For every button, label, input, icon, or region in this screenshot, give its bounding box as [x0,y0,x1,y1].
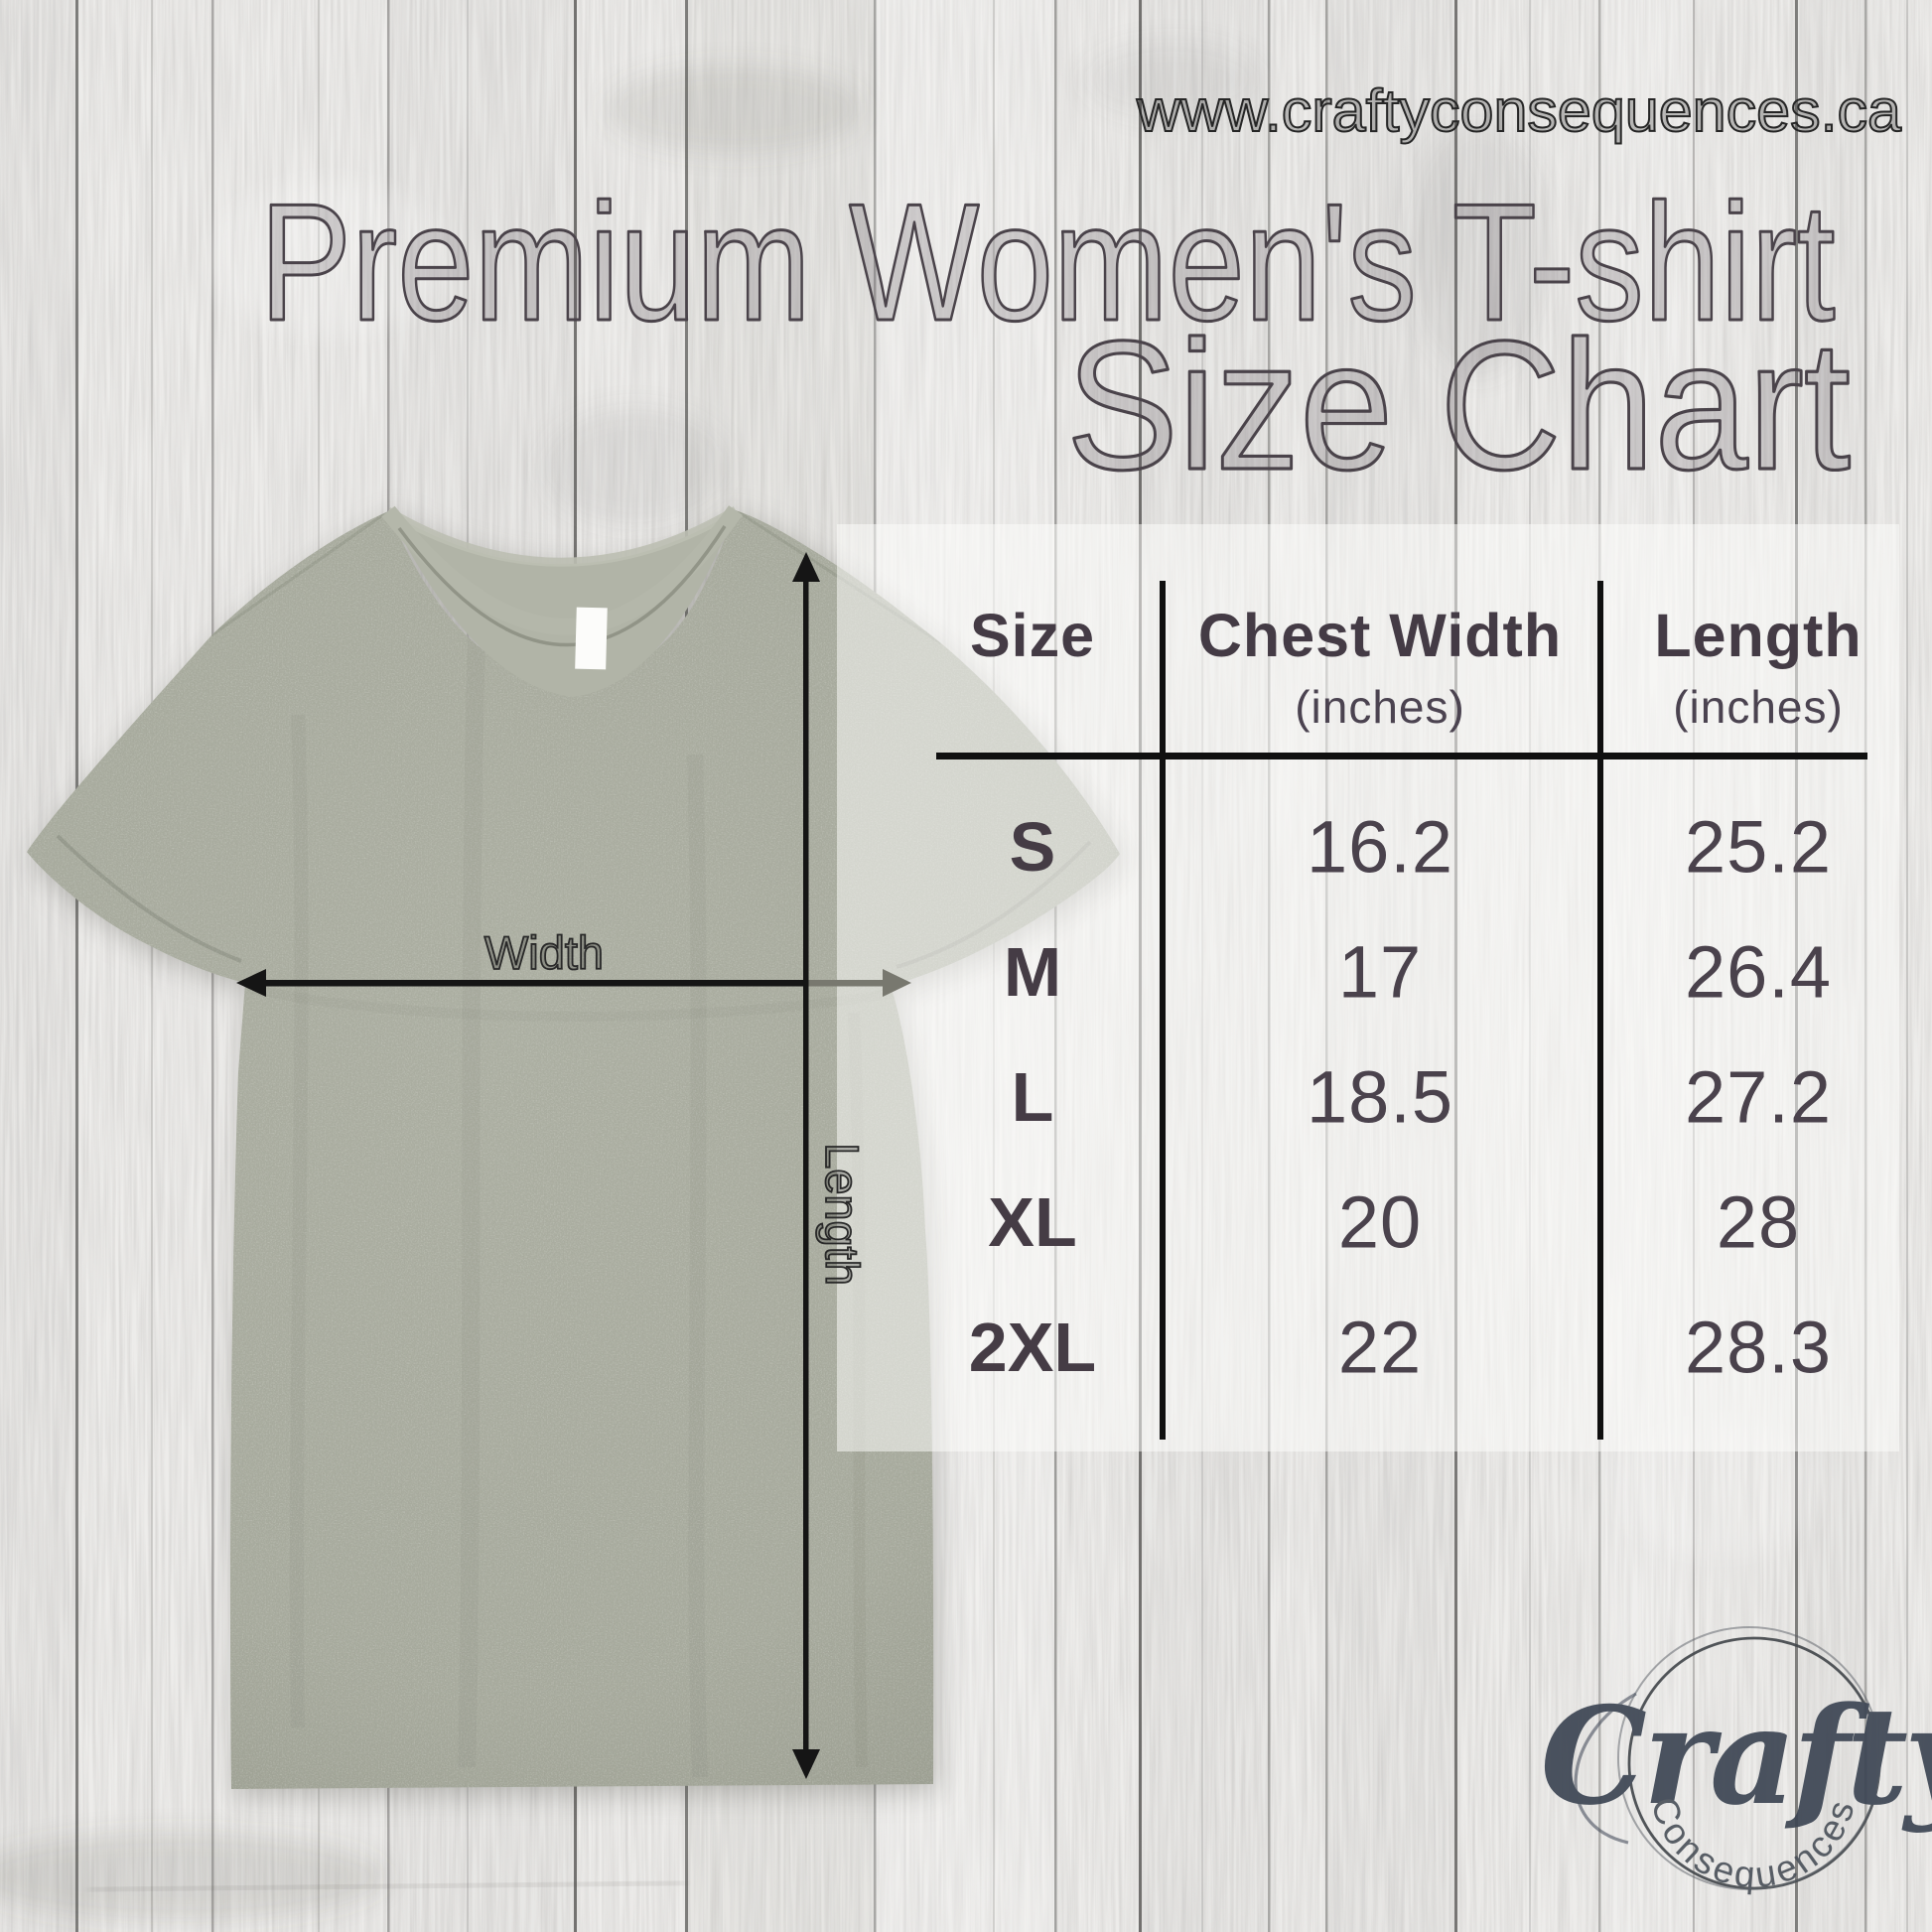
length-label: Length [816,1143,869,1286]
column-header-length: Length [1654,602,1863,669]
row-chest-value: 18.5 [1306,1055,1454,1139]
row-chest-value: 20 [1337,1180,1423,1264]
neck-tag [575,607,608,670]
table-header-divider [936,753,1867,759]
row-size-label: 2XL [968,1309,1097,1386]
row-length-value: 28.3 [1684,1306,1833,1389]
row-size-label: XL [988,1183,1077,1261]
column-unit-length: (inches) [1673,681,1844,733]
page-title: Premium Women's T-shirt [260,169,1836,355]
column-header-chest-width: Chest Width [1197,602,1563,669]
page-subtitle: Size Chart [1066,304,1851,508]
row-length-value: 25.2 [1684,805,1833,889]
column-unit-chest-width: (inches) [1295,681,1465,733]
row-size-label: L [1011,1058,1054,1136]
row-length-value: 27.2 [1684,1055,1833,1139]
neck-back-panel [388,510,736,697]
column-header-size: Size [969,602,1096,669]
logo-circle-outer [1617,1626,1881,1890]
width-arrow [236,969,911,997]
row-length-value: 28 [1716,1180,1801,1264]
row-length-value: 26.4 [1684,930,1833,1014]
wood-smudges [0,40,1827,1921]
row-size-label: S [1009,808,1056,886]
row-size-label: M [1003,933,1062,1011]
website-url: www.craftyconsequences.ca [1136,77,1902,144]
row-chest-value: 17 [1337,930,1423,1014]
table-column-divider-2 [1597,581,1603,1440]
width-label: Width [484,926,604,979]
length-arrow [792,552,820,1779]
row-chest-value: 22 [1337,1306,1423,1389]
logo-wordmark: Crafty [1541,1677,1932,1835]
row-chest-value: 16.2 [1306,805,1454,889]
logo-swash [1574,1692,1637,1845]
table-backdrop-panel [837,524,1899,1451]
table-column-divider-1 [1160,581,1166,1440]
collar [381,505,743,647]
